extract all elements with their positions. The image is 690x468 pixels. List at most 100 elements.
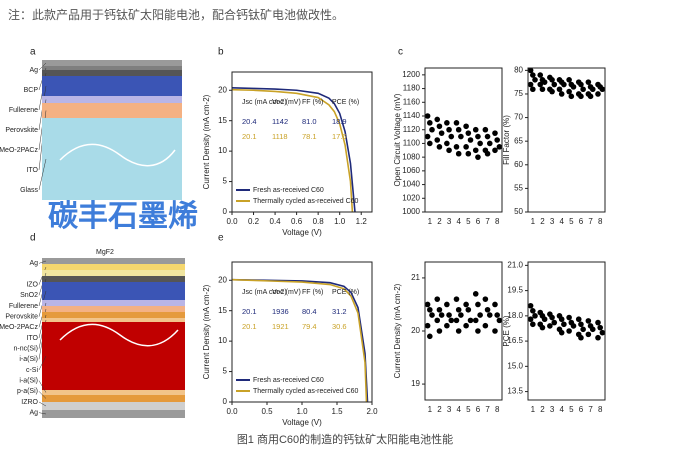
point: [585, 331, 592, 338]
legend-label: Fresh as-received C60: [253, 377, 324, 384]
x-axis-label: Voltage (V): [282, 418, 322, 427]
y-axis-label: Open Circuit Voltage (mV): [393, 93, 402, 186]
point: [527, 316, 534, 323]
point: [597, 324, 603, 331]
point: [455, 328, 462, 334]
point: [570, 84, 577, 90]
layer-label: SnO2: [20, 292, 38, 299]
point: [530, 72, 536, 78]
point: [458, 133, 464, 140]
point: [455, 126, 462, 133]
point: [551, 81, 558, 88]
y-tick-label: 1100: [403, 139, 421, 148]
x-tick-label: 5: [569, 405, 574, 414]
point: [578, 93, 584, 100]
panel-letter: e: [218, 233, 224, 244]
point: [427, 140, 433, 147]
point: [458, 312, 464, 318]
point: [595, 334, 601, 341]
point: [472, 126, 479, 133]
point: [446, 126, 452, 133]
point: [482, 322, 489, 329]
layer: [42, 66, 182, 70]
point: [587, 93, 594, 100]
point: [429, 126, 435, 133]
x-tick-label: 0.5: [261, 407, 273, 416]
point: [539, 324, 546, 331]
layer: [42, 276, 185, 282]
y-axis-label: Current Density (mA cm-2): [202, 94, 211, 189]
point: [444, 120, 450, 126]
x-tick-label: 1.5: [331, 407, 343, 416]
point: [566, 88, 572, 95]
plot-frame: [231, 261, 373, 403]
layer: [42, 60, 182, 66]
point: [424, 301, 431, 308]
y-axis-label: Current Density (mA cm-2): [393, 283, 402, 378]
point: [558, 329, 565, 336]
x-tick-label: 5: [569, 217, 574, 226]
point: [434, 296, 441, 302]
x-tick-label: 3: [447, 405, 452, 414]
plot-frame: [527, 67, 606, 213]
layer: [42, 306, 185, 312]
table-header: FF (%): [302, 289, 323, 296]
y-tick-label: 20: [218, 85, 227, 94]
point: [549, 77, 555, 83]
table-cell: 78.1: [302, 132, 317, 141]
point: [436, 144, 443, 150]
y-tick-label: 15.0: [507, 361, 523, 370]
point: [494, 137, 500, 143]
y-tick-label: 1120: [403, 125, 421, 134]
y-tick-label: 19: [411, 379, 420, 388]
y-tick-label: 65: [514, 136, 523, 145]
point: [448, 133, 455, 140]
x-tick-label: 3: [447, 217, 452, 226]
y-tick-label: 13.5: [507, 387, 523, 396]
panel-letter: d: [30, 233, 36, 244]
layer: [42, 103, 182, 118]
layer: [42, 390, 185, 395]
y-tick-label: 1040: [402, 180, 420, 189]
point: [599, 86, 606, 93]
point: [589, 86, 596, 93]
layer-label: c-Si: [26, 367, 39, 374]
point: [566, 77, 572, 83]
table-cell: 17.6: [332, 132, 347, 141]
x-tick-label: 6: [476, 405, 481, 414]
table-header: PCE (%): [332, 289, 359, 296]
x-tick-label: 0.0: [226, 217, 238, 226]
layer: [42, 270, 185, 276]
x-tick-label: 6: [579, 217, 584, 226]
point: [477, 140, 483, 147]
legend-label: Thermally cycled as-received C60: [253, 198, 359, 205]
table-cell: 1118: [272, 132, 288, 141]
x-tick-label: 0.8: [313, 217, 325, 226]
layer-label: Fullerene: [9, 303, 38, 310]
wave: [59, 323, 179, 347]
x-tick-label: 7: [588, 405, 593, 414]
y-tick-label: 15: [218, 306, 227, 315]
y-tick-label: 15: [218, 116, 227, 125]
x-tick-label: 7: [485, 405, 490, 414]
point: [578, 334, 584, 341]
x-tick-label: 5: [466, 405, 471, 414]
layer-label: NiO/MeO-2PACz: [0, 324, 38, 331]
point: [477, 312, 483, 318]
point: [463, 322, 469, 329]
panel-letter: a: [30, 47, 36, 58]
point: [558, 316, 565, 323]
layer-label: Ag: [29, 67, 38, 74]
table-cell: 30.6: [332, 322, 347, 331]
point: [453, 296, 460, 302]
leader: [38, 401, 47, 407]
x-tick-label: 7: [588, 217, 593, 226]
point: [475, 301, 481, 308]
x-tick-label: 1: [531, 405, 536, 414]
jv-curve: [231, 87, 356, 213]
y-axis-label: Fill Factor (%): [502, 115, 511, 165]
point: [492, 301, 498, 308]
point: [475, 328, 481, 334]
point: [486, 140, 493, 147]
table-cell: 20.4: [242, 117, 257, 126]
